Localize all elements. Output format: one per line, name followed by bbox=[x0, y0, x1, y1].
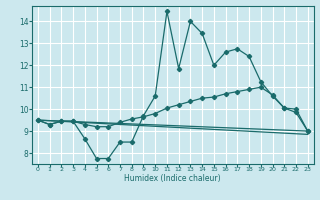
X-axis label: Humidex (Indice chaleur): Humidex (Indice chaleur) bbox=[124, 174, 221, 183]
